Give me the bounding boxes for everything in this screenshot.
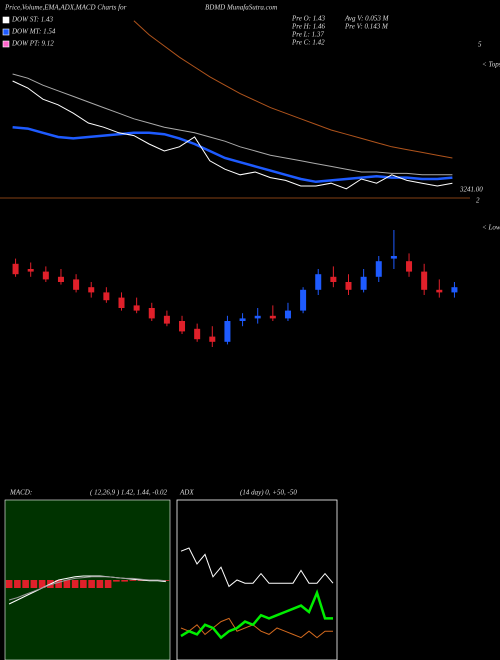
series-line (180, 589, 333, 640)
series-line (133, 20, 453, 159)
candle-body (375, 261, 382, 277)
candle-body (27, 269, 34, 272)
subtitle: BDMD MunafaSutra.com (205, 4, 277, 12)
series-line (8, 575, 166, 605)
candle-body (88, 287, 95, 293)
candle-body (42, 271, 49, 280)
histogram-bar (38, 580, 46, 588)
histogram-bar (14, 580, 21, 588)
title: MACD: (9, 489, 32, 497)
candle-body (179, 321, 186, 332)
histogram-bar (113, 580, 120, 582)
candle-body (345, 282, 352, 290)
histogram-bar (30, 580, 38, 588)
annotation: 5 (478, 41, 482, 49)
candle-body (421, 271, 428, 290)
candle-body (209, 336, 216, 342)
stat: Pre C: 1.42 (291, 39, 325, 47)
panel-bg (176, 499, 338, 660)
candle-body (406, 261, 413, 272)
annotation: < Lows (482, 224, 500, 232)
histogram-bar (71, 580, 79, 588)
stat: Pre O: 1.43 (291, 15, 325, 23)
candle-body (103, 292, 110, 301)
candle-body (148, 308, 155, 319)
histogram-bar (104, 580, 112, 588)
candle-body (436, 289, 443, 293)
candle-body (300, 289, 307, 311)
candle-body (360, 276, 367, 290)
series-line (180, 547, 334, 588)
stat: Pre H: 1.46 (291, 23, 325, 31)
candle-body (390, 256, 397, 259)
stat: Avg V: 0.053 M (344, 15, 390, 23)
series-line (12, 73, 453, 176)
candle-body (269, 315, 276, 319)
stat: Pre V: 0.143 M (344, 23, 389, 31)
histogram-bar (121, 580, 128, 582)
candle-body (163, 315, 170, 324)
annotation: 2 (476, 197, 480, 205)
legend-label: DOW PT: 9.12 (11, 40, 54, 48)
candle-body (118, 297, 125, 308)
legend-swatch (2, 28, 10, 36)
candle-body (57, 276, 64, 282)
candle-body (451, 287, 458, 293)
histogram-bar (55, 580, 62, 588)
legend-swatch (2, 40, 10, 48)
legend-swatch (2, 16, 10, 24)
series-line (12, 80, 453, 190)
histogram-bar (88, 580, 95, 588)
series-line (12, 125, 453, 184)
title: Price,Volume,EMA,ADX,MACD Charts for (4, 4, 127, 12)
legend-label: DOW MT: 1.54 (11, 28, 56, 36)
annotation: 3241.00 (459, 186, 483, 194)
histogram-bar (5, 580, 13, 588)
legend-label: DOW ST: 1.43 (11, 16, 54, 24)
price-lines (12, 20, 453, 190)
title: ADX (179, 489, 194, 497)
series-line (180, 617, 333, 639)
histogram-bar (96, 580, 104, 588)
histogram-bar (80, 580, 87, 588)
subtitle: ( 12,26,9 ) 1.42, 1.44, -0.02 (90, 489, 167, 497)
series-line (8, 576, 166, 601)
candle-body (239, 318, 246, 321)
subtitle: (14 day) 0, +50, -50 (240, 489, 297, 497)
histogram-bar (22, 580, 29, 588)
candle-body (224, 321, 231, 342)
annotation: < Tops (482, 61, 500, 69)
candle-body (315, 274, 322, 290)
candle-body (330, 276, 337, 282)
candle-body (254, 315, 261, 319)
candle-body (133, 305, 140, 311)
stat: Pre L: 1.37 (291, 31, 324, 39)
candle-body (12, 263, 19, 275)
histogram-bar (129, 580, 137, 581)
candle-body (73, 279, 80, 290)
histogram-bar (63, 580, 71, 588)
candle-body (284, 310, 291, 319)
candle-body (194, 328, 201, 340)
